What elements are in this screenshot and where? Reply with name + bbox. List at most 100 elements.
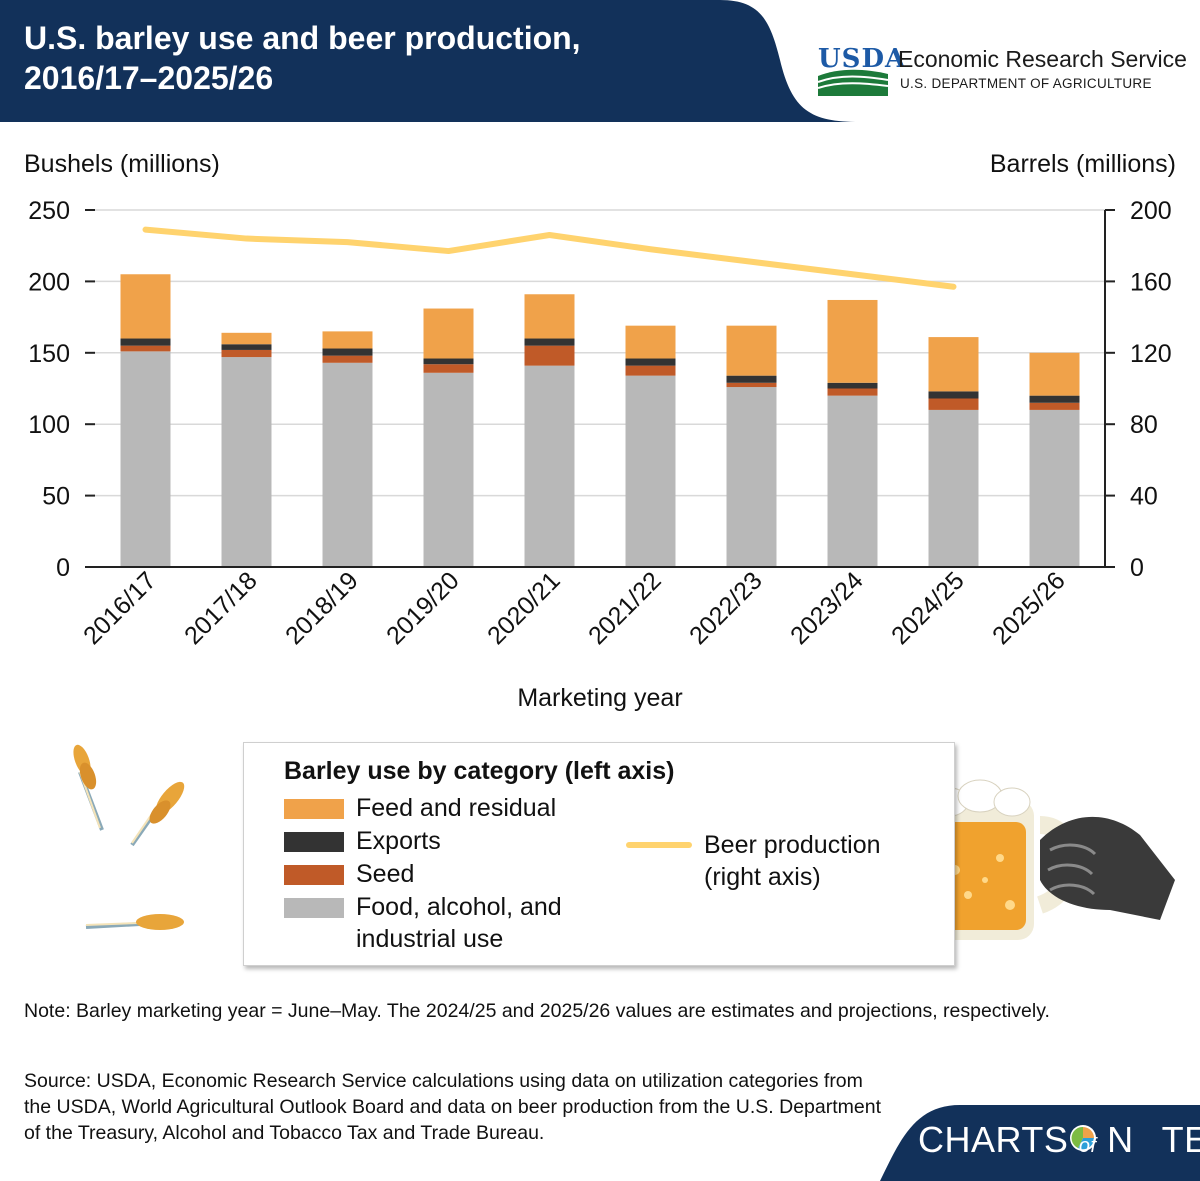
bar-segment	[928, 337, 979, 392]
legend-label-food-line-1: Food, alcohol, and	[356, 893, 562, 921]
bar-segment	[524, 294, 575, 339]
brand-te: TE	[1161, 1119, 1200, 1160]
bar-segment	[120, 274, 171, 339]
bar-segment	[221, 349, 272, 358]
bar-segment	[524, 365, 575, 567]
bar-segment	[120, 338, 171, 346]
bar-segment	[625, 375, 676, 567]
axes	[95, 210, 1106, 568]
bar-segment	[827, 382, 878, 389]
x-axis-label: Marketing year	[517, 684, 682, 712]
y-tick-label-right: 40	[1130, 483, 1158, 511]
bar-segment	[221, 332, 272, 345]
page-title: U.S. barley use and beer production, 201…	[24, 18, 724, 98]
header-banner: U.S. barley use and beer production, 201…	[0, 0, 1200, 122]
bar-segment	[1029, 402, 1080, 410]
bar-segment	[726, 325, 777, 376]
legend-swatch-feed	[284, 799, 344, 819]
legend-swatch-exports	[284, 832, 344, 852]
legend-label-food: Food, alcohol, and industrial use	[356, 891, 562, 955]
legend-swatch-food	[284, 898, 344, 918]
y-tick-label-left: 150	[28, 340, 70, 368]
department-name: U.S. DEPARTMENT OF AGRICULTURE	[900, 76, 1152, 91]
title-line-2: 2016/17–2025/26	[24, 60, 274, 96]
y-axis-label-left: Bushels (millions)	[24, 150, 220, 178]
bar-segment	[1029, 395, 1080, 403]
x-tick-labels: 2016/17 2017/18 2018/19 2019/20 2020/21 2021/…	[78, 566, 1071, 650]
y-tick-label-left: 0	[56, 554, 70, 582]
x-tick-label: 2021/22	[583, 566, 667, 650]
wheat-icon	[130, 781, 185, 847]
legend-heading: Barley use by category (left axis)	[284, 757, 675, 785]
x-tick-label: 2019/20	[381, 566, 465, 650]
bar-segment	[625, 365, 676, 376]
legend-label-exports: Exports	[356, 827, 441, 855]
bar-segment	[322, 362, 373, 567]
y-tick-label-left: 250	[28, 197, 70, 225]
header-background	[0, 0, 860, 122]
bar-segment	[625, 325, 676, 359]
title-line-1: U.S. barley use and beer production,	[24, 20, 581, 56]
bar-segment	[423, 364, 474, 373]
y-tick-label-right: 120	[1130, 340, 1172, 368]
x-tick-label: 2022/23	[684, 566, 768, 650]
bar-segment	[827, 299, 878, 383]
usda-logo-text: USDA	[818, 44, 907, 74]
bar-segment	[423, 372, 474, 567]
y-tick-label-right: 80	[1130, 411, 1158, 439]
legend-label-food-line-2: industrial use	[356, 925, 504, 953]
bar-segment	[928, 398, 979, 410]
y-ticks-right: 0 40 80 120 160 200	[1105, 197, 1172, 582]
legend-label-beer-line-2: (right axis)	[704, 863, 821, 891]
hand-icon	[1040, 816, 1175, 920]
beer-production-line	[142, 226, 957, 290]
wheat-icon	[73, 744, 104, 831]
bar-segment	[423, 358, 474, 365]
bar-segment	[827, 388, 878, 396]
barley-chart: Bushels (millions) Barrels (millions) 0 5…	[24, 150, 1176, 712]
bar-segment	[928, 409, 979, 567]
bar-segment	[726, 382, 777, 388]
bar-segment	[726, 387, 777, 567]
bar-segment	[928, 391, 979, 399]
y-ticks-left: 0 50 100 150 200 250	[28, 197, 95, 582]
bar-segment	[1029, 352, 1080, 396]
y-tick-label-right: 200	[1130, 197, 1172, 225]
y-tick-label-left: 50	[42, 483, 70, 511]
y-tick-label-left: 100	[28, 411, 70, 439]
x-tick-label: 2020/21	[482, 566, 566, 650]
pie-icon	[1070, 1125, 1096, 1151]
y-tick-label-right: 160	[1130, 268, 1172, 296]
bar-segment	[120, 345, 171, 352]
legend: Barley use by category (left axis) Feed …	[243, 742, 955, 966]
bar-segment	[524, 338, 575, 346]
legend-label-beer-line-1: Beer production	[704, 831, 881, 859]
y-tick-label-right: 0	[1130, 554, 1144, 582]
decorations	[73, 744, 1175, 940]
legend-label-feed: Feed and residual	[356, 794, 557, 822]
brand-charts: CHARTS	[918, 1119, 1069, 1160]
x-tick-label: 2016/17	[78, 566, 162, 650]
legend-swatch-beer	[626, 842, 692, 848]
x-tick-label: 2024/25	[886, 566, 970, 650]
bar-segment	[322, 331, 373, 349]
bar-segment	[1029, 409, 1080, 567]
bar-segment	[120, 351, 171, 567]
legend-label-beer: Beer production (right axis)	[704, 829, 881, 893]
x-tick-label: 2025/26	[987, 566, 1071, 650]
bar-segment	[221, 344, 272, 350]
bar-segment	[423, 308, 474, 359]
footer-banner	[880, 1105, 1200, 1181]
chart-note: Note: Barley marketing year = June–May. …	[24, 1000, 1050, 1022]
y-axis-label-right: Barrels (millions)	[990, 150, 1176, 178]
x-tick-label: 2023/24	[785, 566, 869, 650]
brand-n: N	[1107, 1119, 1134, 1160]
brand-of: of	[1078, 1135, 1097, 1157]
x-tick-label: 2018/19	[280, 566, 364, 650]
legend-swatch-seed	[284, 865, 344, 885]
bar-segment	[625, 358, 676, 366]
chart-source: Source: USDA, Economic Research Service …	[24, 1070, 882, 1144]
bar-segment	[726, 375, 777, 383]
y-tick-label-left: 200	[28, 268, 70, 296]
bar-segment	[524, 345, 575, 366]
